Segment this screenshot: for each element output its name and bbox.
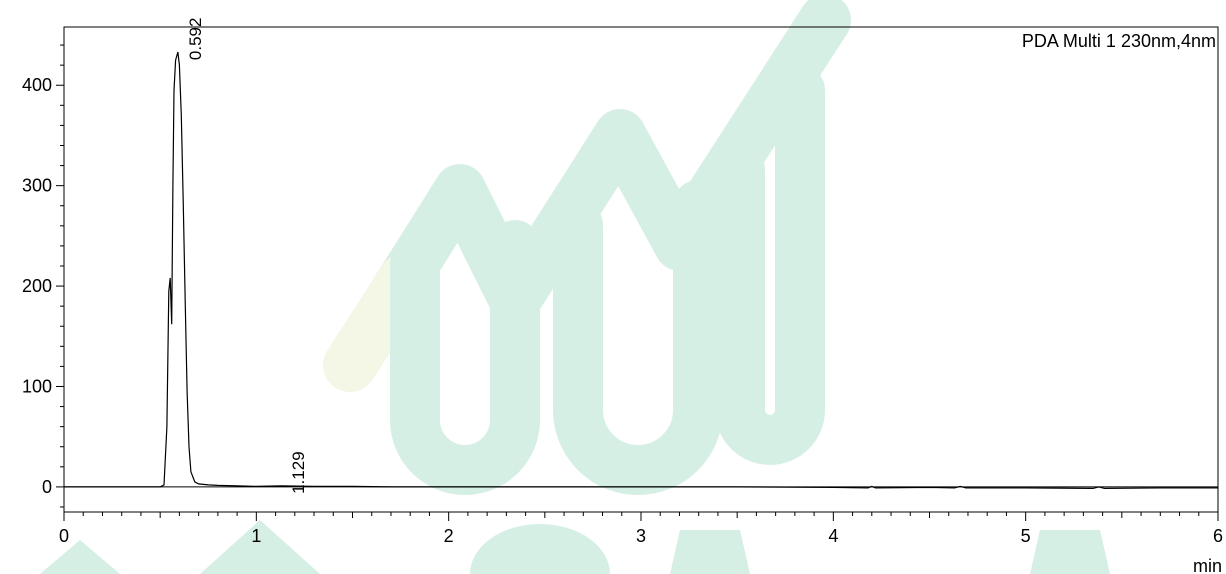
series-line	[64, 51, 1218, 490]
y-tick-label: 300	[22, 176, 52, 196]
x-tick-label: 1	[251, 526, 261, 546]
watermark-u-left	[390, 220, 540, 495]
y-axis: 0 100 200 300 400	[22, 44, 64, 508]
peak-label: 0.592	[186, 18, 205, 61]
watermark-u-right	[715, 65, 825, 465]
peak-labels: 0.592 1.129	[186, 18, 308, 494]
y-tick-label: 100	[22, 376, 52, 396]
y-tick-label: 0	[42, 477, 52, 497]
y-tick-label: 400	[22, 75, 52, 95]
legend-label: PDA Multi 1 230nm,4nm	[1022, 31, 1216, 51]
x-axis: 0 1 2 3 4 5 6	[59, 512, 1223, 546]
x-tick-label: 0	[59, 526, 69, 546]
peak-label: 1.129	[289, 451, 308, 494]
x-tick-label: 2	[444, 526, 454, 546]
plot-frame	[63, 26, 1219, 513]
x-axis-label: min	[1193, 556, 1222, 574]
x-tick-label: 4	[828, 526, 838, 546]
watermark-bottom-letters	[40, 520, 1110, 574]
watermark-logo	[40, 0, 1110, 574]
x-tick-label: 5	[1021, 526, 1031, 546]
x-tick-label: 6	[1213, 526, 1223, 546]
x-tick-label: 3	[636, 526, 646, 546]
watermark-u-middle	[553, 180, 723, 495]
y-tick-label: 200	[22, 276, 52, 296]
